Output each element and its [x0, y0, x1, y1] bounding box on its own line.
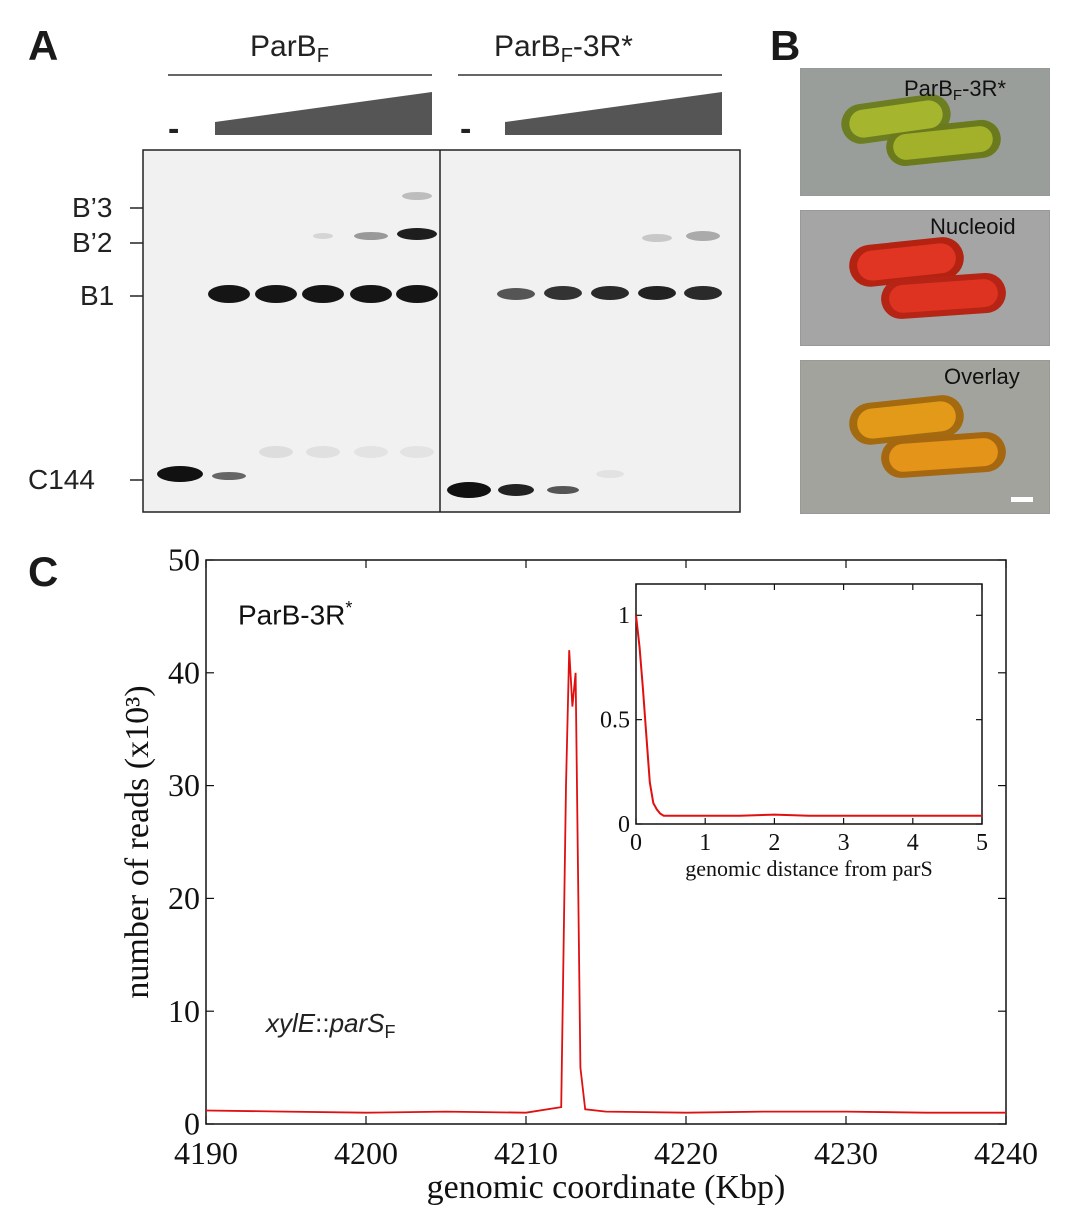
band-b2 [313, 233, 333, 239]
band-b1 [544, 286, 582, 300]
inset-x-tick-label: 2 [768, 830, 780, 856]
inset-x-tick-label: 1 [699, 830, 711, 856]
inset-x-tick-label: 0 [630, 830, 642, 856]
band-b1 [684, 286, 722, 300]
locus-annotation: xylE::parSF [266, 1008, 396, 1043]
band-c144-lane1 [447, 482, 491, 498]
inset-series-line [635, 615, 982, 817]
scale-bar [1011, 497, 1033, 502]
band-c144-lane2 [212, 472, 246, 480]
main-y-tick-label: 40 [168, 654, 200, 690]
main-y-tick-label: 30 [168, 767, 200, 803]
smear [400, 446, 434, 458]
no-protein-marker-1: - [168, 110, 180, 148]
band-c144-lane1 [157, 466, 203, 482]
band-b1 [591, 286, 629, 300]
band-b1 [497, 288, 535, 300]
locus-gene: xylE [266, 1008, 316, 1038]
main-y-tick-label: 20 [168, 880, 200, 916]
micrograph-parb-name: ParB [904, 76, 953, 101]
band-b1 [350, 285, 392, 303]
band-b2 [354, 232, 388, 240]
gel-image [142, 149, 741, 513]
main-y-tick-label: 10 [168, 993, 200, 1029]
main-x-tick-label: 4240 [974, 1135, 1038, 1171]
band-label-b3: B’3 [72, 192, 113, 223]
micrograph-overlay-label: Overlay [944, 364, 1020, 389]
gel-group-1-label: ParBF [250, 30, 329, 68]
main-x-tick-label: 4230 [814, 1135, 878, 1171]
band-b1 [396, 285, 438, 303]
panel-a-letter: A [28, 22, 59, 69]
gel-group-2-sub: F [560, 45, 573, 67]
panel-b-letter: B [770, 22, 801, 69]
locus-sep: :: [315, 1008, 330, 1038]
gel-figure [130, 74, 741, 513]
band-c144-lane2 [498, 484, 534, 496]
micrograph-overlay [800, 360, 1050, 514]
micrograph-parb-suffix: -3R* [962, 76, 1007, 101]
locus-site: parS [329, 1008, 385, 1038]
strain-name: ParB-3R [238, 599, 346, 631]
inset-x-tick-label: 5 [976, 830, 988, 856]
gel-group-1-sub: F [316, 45, 329, 67]
inset-x-axis-title: genomic distance from parS [685, 856, 932, 881]
band-b1 [638, 286, 676, 300]
concentration-wedge-2 [505, 92, 722, 135]
micrograph-parb-sub: F [952, 87, 963, 104]
main-x-tick-label: 4200 [334, 1135, 398, 1171]
band-b2 [642, 234, 672, 242]
main-x-tick-label: 4220 [654, 1135, 718, 1171]
no-protein-marker-2: - [460, 110, 472, 148]
inset-x-tick-label: 3 [838, 830, 850, 856]
gel-group-2-label: ParBF-3R* [494, 30, 633, 68]
band-b1 [302, 285, 344, 303]
band-c144-lane3 [547, 486, 579, 494]
panel-c-letter: C [28, 548, 59, 595]
micrograph-nucleoid [800, 210, 1050, 346]
main-x-tick-label: 4210 [494, 1135, 558, 1171]
gel-group-1-name: ParB [250, 30, 317, 63]
band-b2 [686, 231, 720, 241]
band-label-b2: B’2 [72, 227, 113, 258]
main-x-tick-label: 4190 [174, 1135, 238, 1171]
concentration-wedge-1 [215, 92, 432, 135]
smear [596, 470, 624, 478]
smear [259, 446, 293, 458]
main-x-axis-title: genomic coordinate (Kbp) [427, 1169, 786, 1206]
gel-group-2-suffix: -3R* [572, 30, 633, 63]
gel-group-2-name: ParB [494, 30, 561, 63]
strain-sup: * [345, 598, 353, 618]
band-b3 [402, 192, 432, 200]
smear [354, 446, 388, 458]
band-b1 [255, 285, 297, 303]
main-y-tick-label: 50 [168, 542, 200, 578]
inset-y-tick-label: 1 [618, 603, 630, 629]
band-b2 [397, 228, 437, 240]
inset-y-tick-label: 0.5 [600, 708, 630, 734]
band-b1 [208, 285, 250, 303]
strain-annotation: ParB-3R* [238, 598, 352, 631]
micrograph-nucleoid-label: Nucleoid [930, 214, 1016, 239]
locus-sub: F [384, 1022, 396, 1043]
main-series-line [205, 650, 1006, 1114]
inset-y-tick-label: 0 [618, 812, 630, 838]
band-label-c144: C144 [28, 464, 95, 495]
main-y-axis-title: number of reads (x10³) [119, 685, 156, 998]
band-label-b1: B1 [80, 280, 115, 311]
micrograph-parb-label: ParBF-3R* [904, 76, 1006, 104]
inset-plot-frame [635, 583, 983, 825]
inset-x-tick-label: 4 [907, 830, 919, 856]
main-y-tick-label: 0 [184, 1106, 200, 1142]
main-plot-frame [205, 559, 1007, 1125]
micrograph-parb [800, 68, 1050, 196]
smear [306, 446, 340, 458]
